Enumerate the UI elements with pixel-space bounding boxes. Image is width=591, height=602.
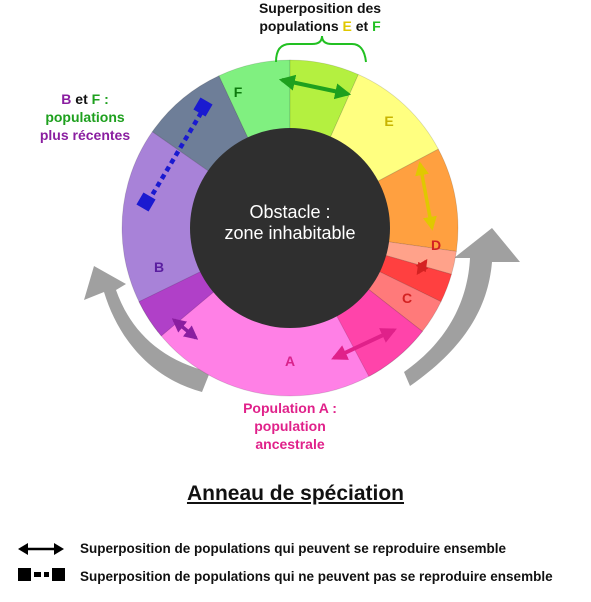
legend-dashed-double-arrow-icon bbox=[18, 568, 65, 581]
top-annotation-populations: populations bbox=[259, 18, 339, 34]
top-annotation-et: et bbox=[355, 18, 369, 34]
left-annotation-b: B bbox=[61, 91, 72, 107]
legend-double-arrow-icon bbox=[18, 543, 64, 555]
segment-label-d: D bbox=[431, 237, 441, 253]
top-annotation-f: F bbox=[372, 18, 381, 34]
segment-label-e: E bbox=[384, 113, 393, 129]
dashed-arrow-end-square bbox=[136, 192, 156, 212]
segment-label-f: F bbox=[234, 84, 243, 100]
top-annotation: Superposition des populations E et F bbox=[240, 0, 400, 35]
obstacle-label-line2: zone inhabitable bbox=[224, 223, 355, 243]
top-annotation-line2: populations E et F bbox=[240, 17, 400, 35]
right-rotation-arrow-icon bbox=[404, 228, 520, 386]
overlap-arrow-d-e bbox=[415, 161, 437, 231]
left-annotation-et: et bbox=[75, 91, 88, 107]
left-annotation-f: F : bbox=[91, 91, 109, 107]
diagram-title: Anneau de spéciation bbox=[186, 482, 405, 505]
bottom-annotation-line1: Population A : bbox=[243, 400, 337, 416]
bottom-annotation: Population A : population ancestrale bbox=[225, 399, 355, 453]
legend-item-interbreeding: Superposition de populations qui peuvent… bbox=[80, 541, 507, 556]
legend-item-non-interbreeding: Superposition de populations qui ne peuv… bbox=[80, 569, 553, 584]
obstacle-disc bbox=[190, 128, 390, 328]
dashed-arrow-end-square bbox=[193, 97, 213, 117]
overlap-arrow-a-b bbox=[171, 318, 199, 340]
overlap-arrow-c-d bbox=[415, 259, 429, 275]
overlap-arrow-a-c bbox=[331, 328, 397, 360]
left-rotation-arrow-icon bbox=[84, 266, 210, 392]
overlap-brace bbox=[275, 35, 367, 63]
bottom-annotation-line2: population bbox=[254, 418, 326, 434]
obstacle-label-line1: Obstacle : bbox=[249, 202, 330, 222]
segment-label-b: B bbox=[154, 259, 164, 275]
top-annotation-line1: Superposition des bbox=[258, 0, 382, 16]
non-interbreeding-arrow-b-f bbox=[146, 106, 206, 204]
bottom-annotation-line3: ancestrale bbox=[255, 436, 325, 452]
segment-label-c: C bbox=[402, 290, 412, 306]
left-annotation: B et F : populations plus récentes bbox=[20, 90, 150, 144]
left-annotation-line1: B et F : bbox=[20, 90, 150, 108]
left-annotation-line2: populations bbox=[45, 109, 125, 125]
overlap-arrow-e-f bbox=[278, 74, 352, 100]
ring-segments bbox=[121, 59, 459, 397]
segment-label-a: A bbox=[285, 353, 295, 369]
left-annotation-line3: plus récentes bbox=[39, 127, 131, 143]
top-annotation-e: E bbox=[342, 18, 352, 34]
